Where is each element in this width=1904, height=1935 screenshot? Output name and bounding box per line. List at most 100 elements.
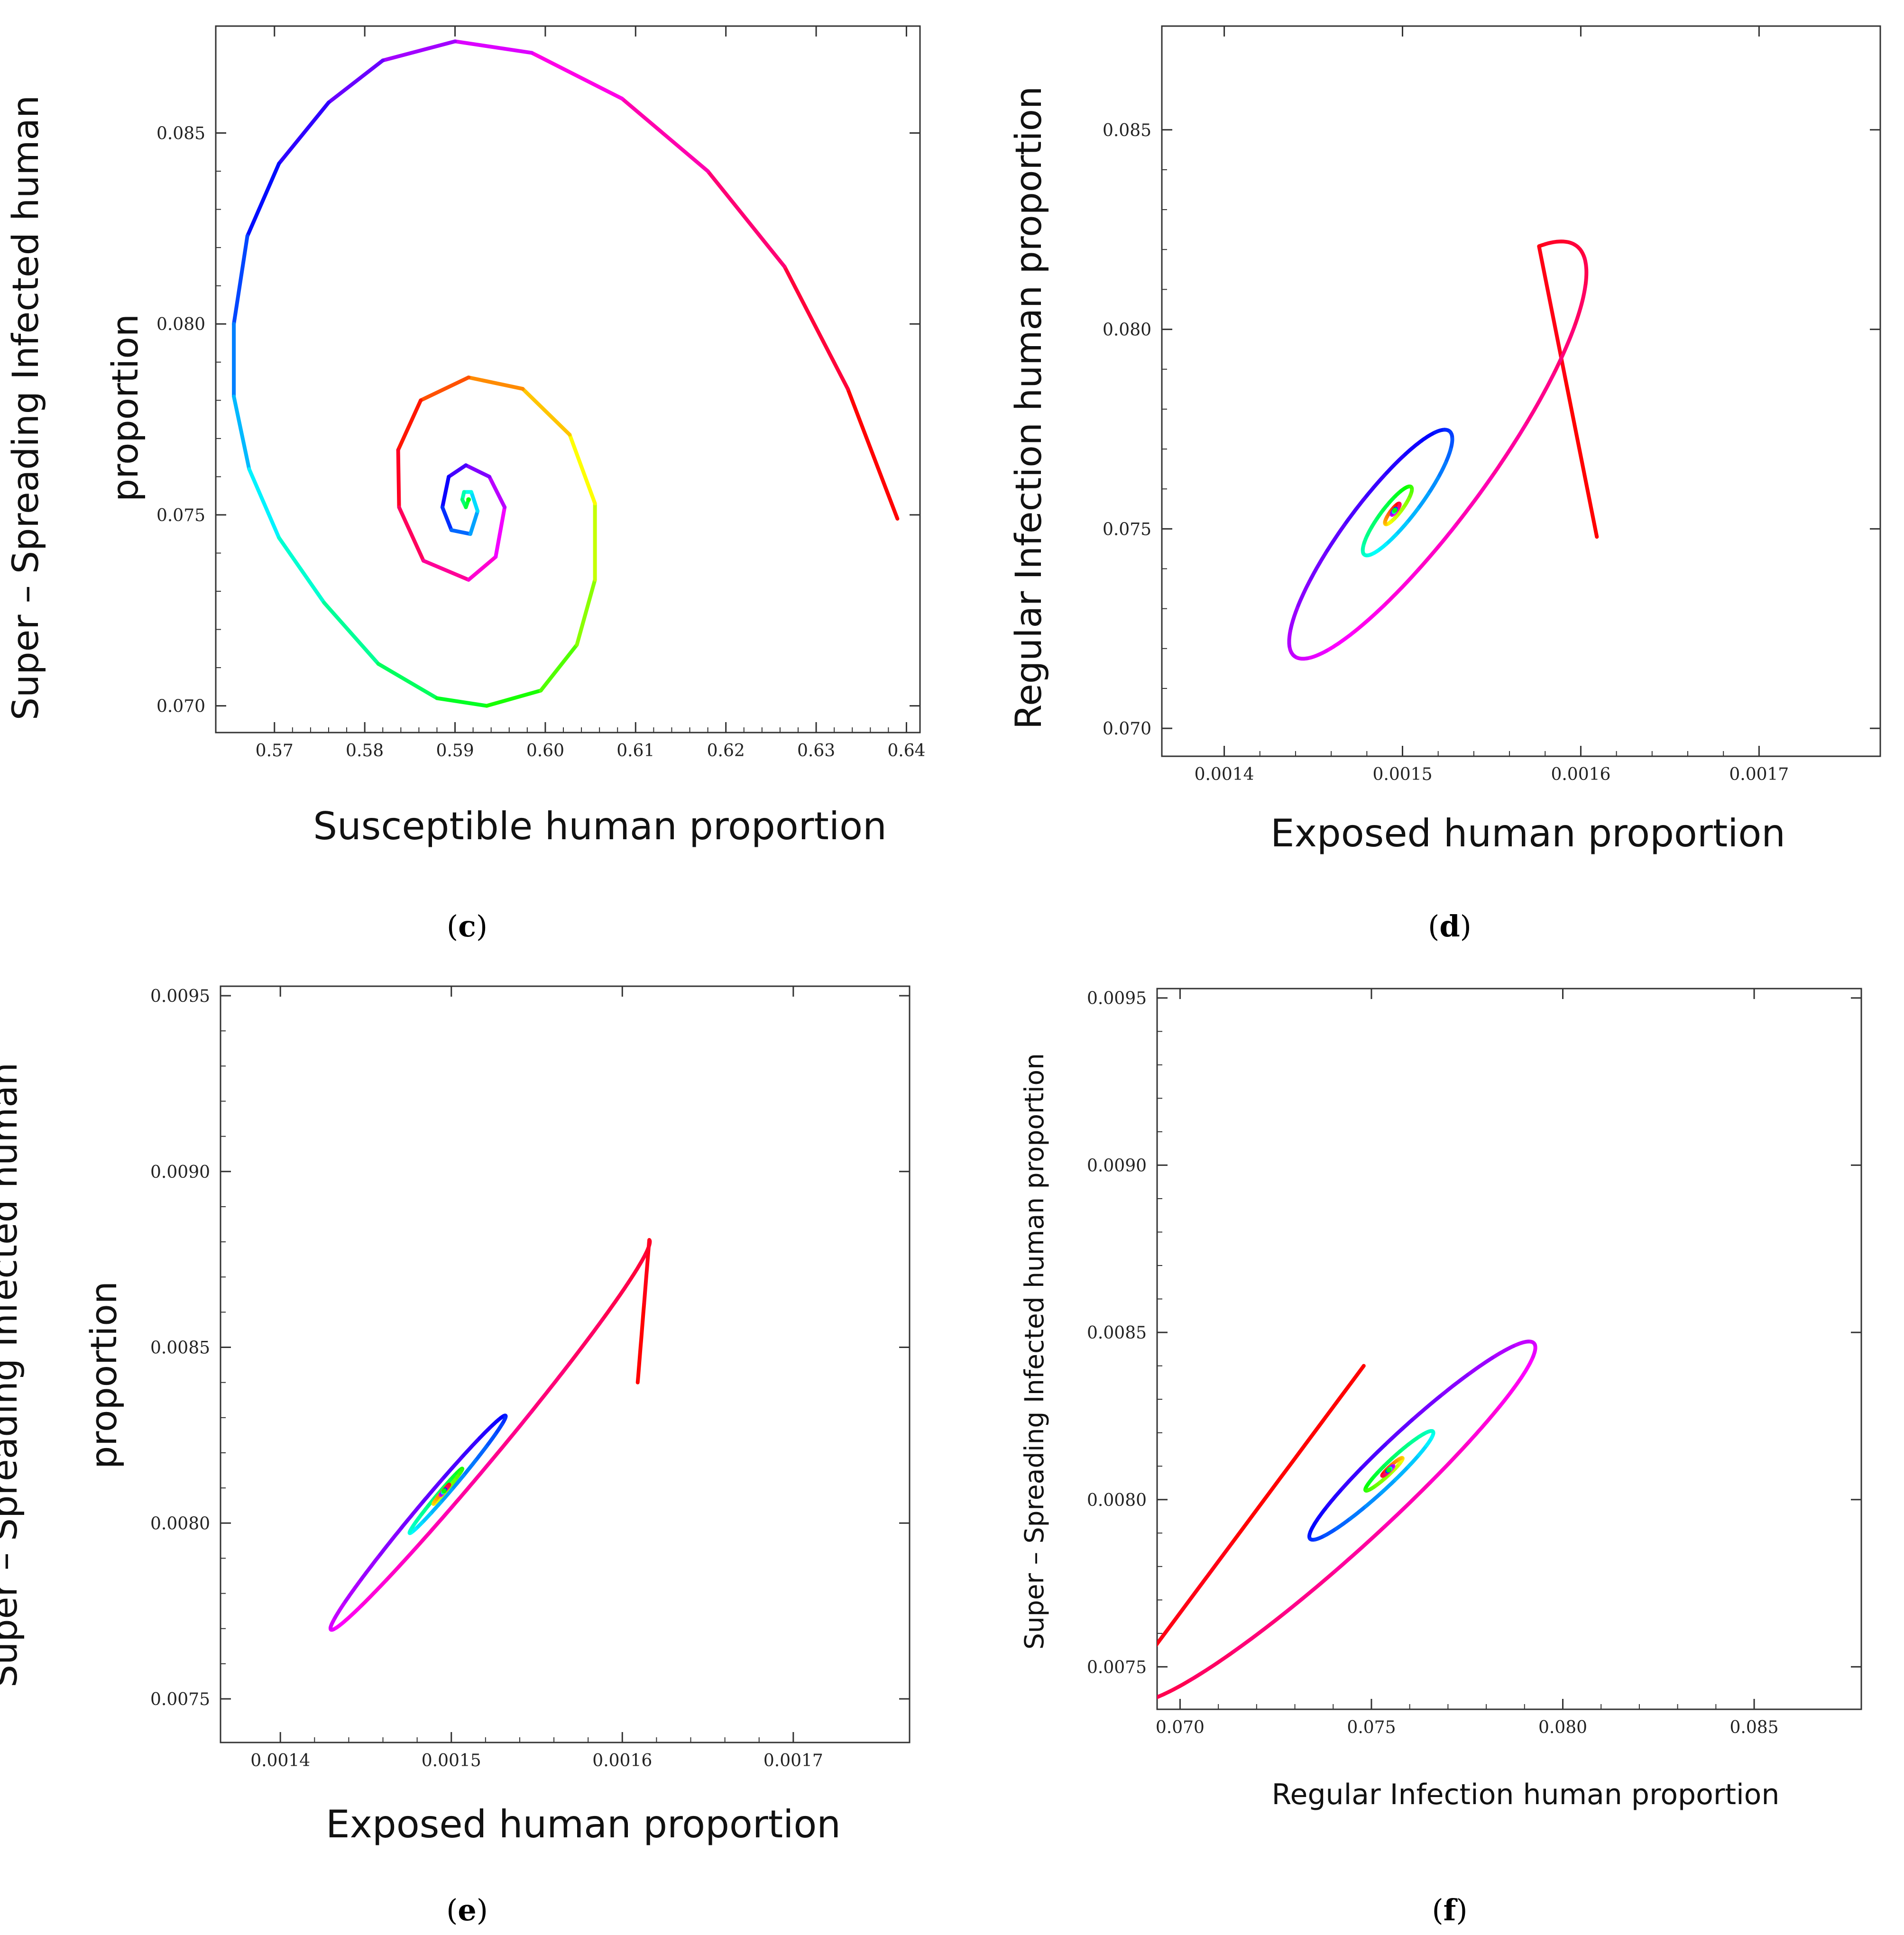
x-axis-label: Exposed human proportion: [326, 1802, 841, 1846]
y-tick-label: 0.070: [1103, 719, 1151, 739]
trajectory-segment: [464, 463, 491, 479]
x-axis-label: Susceptible human proportion: [313, 804, 887, 848]
trajectory-segment: [1410, 1394, 1442, 1422]
x-tick-label: 0.61: [616, 741, 654, 761]
trajectory-segment: [1313, 1534, 1326, 1541]
x-tick-label: 0.0014: [1195, 765, 1254, 784]
x-tick-label: 0.62: [707, 741, 745, 761]
trajectory-segment: [1188, 1649, 1236, 1682]
trajectory-segment: [1325, 631, 1354, 653]
trajectory-segment: [438, 1487, 454, 1505]
plot-frame: [1156, 988, 1862, 1710]
trajectory-segment: [1438, 1373, 1470, 1398]
trajectory-segment: [1325, 520, 1349, 552]
trajectory-segment: [329, 1615, 337, 1630]
trajectory-segment: [1511, 1339, 1530, 1348]
trajectory-segment: [1288, 644, 1297, 659]
trajectory-segment: [1519, 1355, 1535, 1379]
y-tick-label: 0.075: [156, 506, 205, 525]
y-tick-label: 0.0075: [1087, 1658, 1147, 1677]
trajectory-segment: [1384, 533, 1398, 546]
trajectory-segment: [1490, 423, 1527, 479]
trajectory-segment: [1523, 372, 1556, 427]
trajectory-segment: [440, 505, 453, 532]
trajectory-segment: [473, 1445, 488, 1463]
trajectory-segment: [568, 432, 597, 505]
trajectory-segment: [782, 265, 850, 391]
trajectory-segment: [1123, 1692, 1132, 1703]
y-axis-label-line-1: Regular Infection human proportion: [1007, 86, 1049, 729]
trajectory-segment: [359, 1578, 388, 1608]
trajectory-segment: [1467, 1404, 1502, 1444]
trajectory-segment: [1406, 1453, 1421, 1468]
panel-label: (d): [1428, 909, 1472, 944]
trajectory-series: [1123, 1339, 1537, 1703]
equilibrium-point: [1392, 508, 1398, 513]
trajectory-segment: [435, 696, 489, 708]
trajectory-segment: [1305, 649, 1329, 660]
trajectory-segment: [376, 662, 439, 700]
trajectory-segment: [447, 463, 468, 479]
trajectory-segment: [1296, 577, 1313, 607]
trajectory-segment: [1383, 1418, 1414, 1447]
x-tick-label: 0.080: [1538, 1718, 1587, 1737]
trajectory-segment: [485, 688, 543, 708]
trajectory-segment: [635, 1302, 646, 1385]
trajectory-segment: [1453, 475, 1494, 528]
panel-label: (c): [447, 909, 487, 944]
chart-panel-e: 0.0014 0.0015 0.0016 0.0017 0.0075 0.0080 0.00…: [0, 985, 911, 1927]
trajectory-segment: [1132, 1698, 1155, 1703]
trajectory-segment: [428, 1501, 442, 1516]
x-tick-label: 0.085: [1729, 1718, 1778, 1737]
trajectory-segment: [343, 1577, 363, 1603]
trajectory-segment: [1572, 285, 1587, 329]
trajectory-segment: [396, 448, 401, 509]
trajectory-segment: [381, 39, 457, 63]
trajectory-segment: [1465, 1356, 1495, 1377]
trajectory-segment: [1338, 1467, 1363, 1493]
y-tick-label: 0.0095: [150, 987, 210, 1006]
trajectory-segment: [1379, 1477, 1398, 1495]
x-tick-label: 0.0016: [592, 1751, 652, 1770]
trajectory-segment: [529, 1362, 571, 1414]
x-tick-label: 0.075: [1347, 1718, 1396, 1737]
y-axis-label-line-2: proportion: [83, 1281, 125, 1469]
equilibrium-point: [466, 497, 471, 502]
trajectory-segment: [359, 1552, 382, 1582]
trajectory-segment: [421, 1475, 446, 1504]
trajectory-segment: [451, 1458, 494, 1508]
trajectory-segment: [600, 1280, 631, 1322]
y-tick-label: 0.0085: [1087, 1323, 1147, 1343]
trajectory-series: [1287, 239, 1599, 661]
trajectory-segment: [1426, 476, 1440, 495]
trajectory-segment: [461, 1436, 482, 1458]
y-axis-label-line-1: Super – Spreading Infected human proport…: [1019, 1053, 1049, 1650]
trajectory-segment: [1428, 1440, 1472, 1485]
trajectory-segment: [1416, 491, 1431, 511]
trajectory-segment: [1344, 494, 1369, 524]
trajectory-segment: [327, 58, 385, 105]
y-tick-label: 0.085: [1103, 121, 1151, 140]
trajectory-segment: [450, 1473, 466, 1492]
panel-label: (e): [446, 1893, 488, 1927]
trajectory-segment: [421, 559, 471, 582]
trajectory-segment: [1563, 375, 1599, 539]
x-tick-label: 0.60: [526, 741, 564, 761]
trajectory-segment: [442, 1453, 465, 1479]
trajectory-segment: [1543, 239, 1573, 246]
trajectory-segment: [539, 642, 579, 693]
trajectory-segment: [1569, 241, 1587, 260]
trajectory-segment: [1334, 1516, 1353, 1531]
trajectory-segment: [461, 1458, 478, 1477]
trajectory-segment: [277, 101, 331, 165]
trajectory-segment: [620, 97, 710, 174]
equilibrium-point: [1386, 1467, 1391, 1473]
y-tick-label: 0.075: [1103, 520, 1151, 539]
x-tick-label: 0.59: [436, 741, 474, 761]
trajectory-series: [328, 1238, 652, 1632]
trajectory-segment: [415, 1504, 455, 1549]
chart-panel-d: 0.0014 0.0015 0.0016 0.0017 0.070 0.075 0.080 0…: [1007, 25, 1881, 944]
trajectory-segment: [247, 467, 281, 540]
plot-frame: [1161, 25, 1881, 757]
